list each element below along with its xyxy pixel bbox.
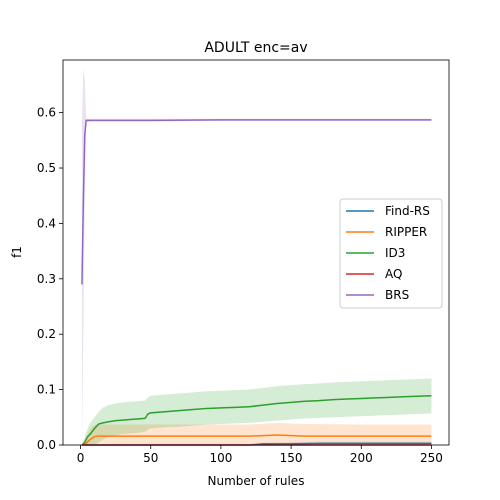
y-tick-label: 0.1 <box>37 383 56 397</box>
y-tick-label: 0.2 <box>37 327 56 341</box>
line-id3 <box>81 394 432 446</box>
x-tick-label: 250 <box>420 451 443 465</box>
x-tick-label: 150 <box>280 451 303 465</box>
line-brs <box>81 119 432 285</box>
y-tick-label: 0.3 <box>37 272 56 286</box>
x-tick-label: 200 <box>350 451 373 465</box>
y-tick-label: 0.4 <box>37 216 56 230</box>
x-tick-label: 100 <box>209 451 232 465</box>
legend-label-ripper: RIPPER <box>385 225 427 239</box>
legend-box <box>339 198 443 309</box>
chart-title: ADULT enc=av <box>204 40 307 56</box>
x-tick-label: 50 <box>143 451 158 465</box>
x-axis-ticks: 0 50 100 150 200 250 <box>77 445 443 465</box>
x-axis-label: Number of rules <box>208 474 305 488</box>
confidence-bands <box>81 68 432 445</box>
line-ripper <box>81 434 432 446</box>
y-axis-ticks: 0.0 0.1 0.2 0.3 0.4 0.5 0.6 <box>37 106 63 452</box>
y-tick-label: 0.6 <box>37 106 56 120</box>
legend-label-aq: AQ <box>385 267 402 281</box>
band-ripper <box>81 422 432 445</box>
y-tick-label: 0.0 <box>37 438 56 452</box>
y-tick-label: 0.5 <box>37 161 56 175</box>
plot-frame <box>62 59 450 446</box>
legend-label-brs: BRS <box>385 288 409 302</box>
y-axis-label: f1 <box>10 246 24 258</box>
legend: Find-RS RIPPER ID3 AQ BRS <box>339 198 443 309</box>
band-find-rs <box>81 441 432 445</box>
x-tick-label: 0 <box>77 451 85 465</box>
band-id3 <box>81 378 432 445</box>
legend-label-find-rs: Find-RS <box>385 204 430 218</box>
legend-label-id3: ID3 <box>385 246 405 260</box>
